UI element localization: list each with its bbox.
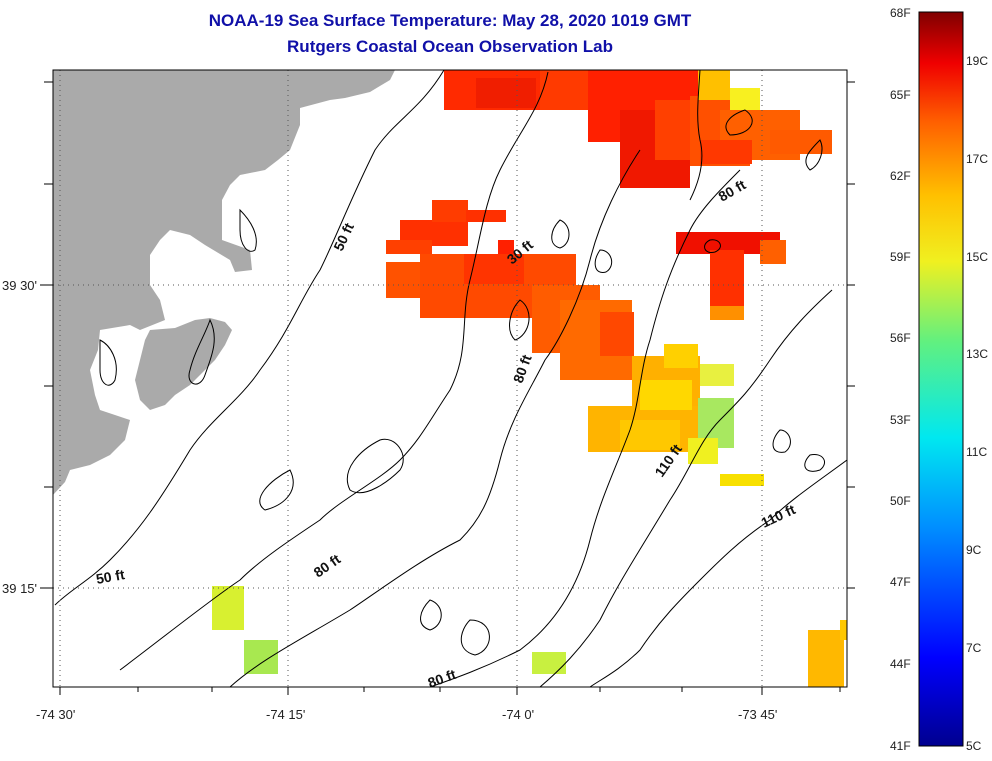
colorbar — [918, 11, 964, 747]
land-mass — [53, 70, 330, 495]
svg-text:17C: 17C — [966, 152, 988, 166]
svg-text:44F: 44F — [890, 657, 911, 671]
svg-text:11C: 11C — [966, 445, 987, 459]
svg-text:47F: 47F — [890, 575, 911, 589]
svg-text:9C: 9C — [966, 543, 982, 557]
lat-tick-label: 39 30' — [2, 278, 37, 293]
lon-tick-label: -74 15' — [266, 707, 305, 722]
svg-text:15C: 15C — [966, 250, 988, 264]
land-notch — [330, 70, 395, 100]
map-frame — [52, 69, 848, 688]
lon-tick-label: -73 45' — [738, 707, 777, 722]
svg-text:56F: 56F — [890, 331, 911, 345]
svg-text:13C: 13C — [966, 347, 988, 361]
chart-title: NOAA-19 Sea Surface Temperature: May 28,… — [208, 11, 692, 30]
svg-text:41F: 41F — [890, 739, 911, 753]
svg-text:19C: 19C — [966, 54, 988, 68]
colorbar-c-labels: 19C 17C 15C 13C 11C 9C 7C 5C — [966, 54, 988, 753]
svg-text:65F: 65F — [890, 88, 911, 102]
axis-ticks — [40, 81, 855, 695]
land-patch — [135, 318, 232, 410]
colorbar-f-labels: 68F 65F 62F 59F 56F 53F 50F 47F 44F 41F — [890, 6, 911, 753]
contour-label: 50 ft — [95, 566, 126, 587]
lat-tick-label: 39 15' — [2, 581, 37, 596]
lon-tick-label: -74 0' — [502, 707, 534, 722]
depth-contours — [54, 70, 847, 687]
chart-subtitle: Rutgers Coastal Ocean Observation Lab — [287, 37, 613, 56]
sst-pixels — [212, 70, 847, 687]
svg-text:5C: 5C — [966, 739, 982, 753]
lon-tick-label: -74 30' — [36, 707, 75, 722]
svg-text:59F: 59F — [890, 250, 911, 264]
svg-text:50F: 50F — [890, 494, 911, 508]
svg-text:7C: 7C — [966, 641, 982, 655]
svg-text:53F: 53F — [890, 413, 911, 427]
svg-text:68F: 68F — [890, 6, 911, 20]
svg-text:62F: 62F — [890, 169, 911, 183]
